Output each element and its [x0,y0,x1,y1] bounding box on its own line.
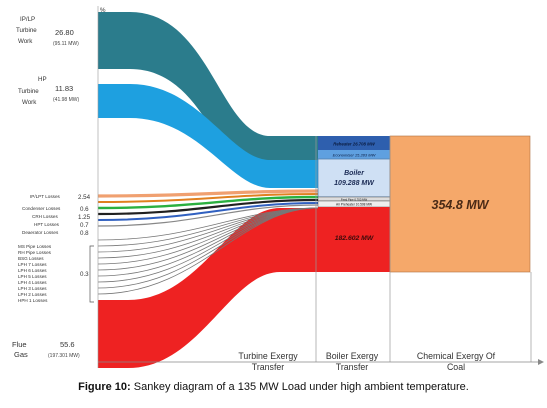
flow-hp-turbine-work [98,84,318,188]
stage-coal-line-2: Coal [447,362,465,372]
loss-value-0: 2.54 [78,194,91,201]
band-thin-a-text: Feed Pipe 0.703 MW [341,197,368,201]
band-economiser [318,150,390,159]
flue-label-2: Gas [14,350,28,359]
loss-value-4: 0.8 [80,230,89,237]
stage-boiler-line-2: Transfer [336,362,368,372]
stage-turbine-line-2: Transfer [252,362,284,372]
flow-iplp-turbine-work [98,12,318,187]
band-boiler-text-2: 109.288 MW [334,180,375,187]
hp-label-1: HP [38,76,47,83]
figure-caption: Figure 10: Sankey diagram of a 135 MW Lo… [0,381,547,401]
loss-line-hpt [97,198,319,216]
bracket-loss-0: MS Pipe Losses [18,244,52,249]
hp-label-2: Turbine [18,88,39,95]
stage-coal-line-1: Chemical Exergy Of [417,351,496,361]
band-boiler-text-1: Boiler [344,170,365,177]
flow-flue-gas [98,208,318,368]
loss-value-2: 1.25 [78,214,91,221]
bracket-loss-8: LPH 2 Losses [18,292,47,297]
stage-turbine-line-1: Turbine Exergy [238,351,298,361]
bracket-loss-2: BSG Losses [18,256,44,261]
iplp-value: 26.80 [55,28,74,37]
column-guides [315,136,532,362]
loss-line-deaerator [97,202,319,221]
band-bottom-text: 182.602 MW [335,235,374,242]
coal-value: 354.8 MW [432,198,490,212]
band-bottom-red [318,207,390,272]
loss-line-condenser [97,193,319,203]
top-marker: % [100,7,106,14]
hp-sub: (41.98 MW) [53,97,79,103]
figure-caption-text: Sankey diagram of a 135 MW Load under hi… [130,381,469,393]
band-reheater-text: Reheater 26.708 MW [333,142,375,147]
loss-line-iplpt [97,189,319,198]
loss-label-0: IP/LPT Losses [30,194,60,199]
iplp-label-1: IP/LP [20,16,35,23]
bracket-loss-1: RH Pipe Losses [18,250,52,255]
figure-caption-label: Figure 10: [78,381,131,393]
bracket-loss-7: LPH 3 Losses [18,286,47,291]
loss-label-4: Deaerator Losses [22,230,59,235]
band-boiler [317,158,391,198]
loss-lines-bracket [97,207,319,295]
bracket-loss-5: LPH 5 Losses [18,274,47,279]
band-thin-b-text: Air Preheater 10.508 MW [336,202,372,206]
iplp-label-3: Work [18,38,33,45]
flue-label-1: Flue [12,340,27,349]
baseline-arrow [538,359,544,365]
bracket-loss-6: LPH 4 Losses [18,280,47,285]
loss-bracket [89,245,94,303]
band-reheater [318,136,390,150]
bracket-value: 0.3 [80,271,89,278]
loss-label-1: Condenser Losses [22,206,61,211]
loss-value-1: 0.6 [80,206,89,213]
flue-sub: (197.301 MW) [48,353,80,359]
loss-label-2: CRH Losses [32,214,58,219]
stage-boiler-line-1: Boiler Exergy [326,351,379,361]
bracket-loss-9: HPH 1 Losses [18,298,48,303]
loss-line-crh [97,195,319,210]
bracket-loss-4: LPH 6 Losses [18,268,47,273]
coal-box [389,135,531,273]
bracket-loss-3: LPH 7 Losses [18,262,47,267]
flue-value: 55.6 [60,340,75,349]
loss-value-3: 0.7 [80,222,89,229]
loss-label-3: HPT Losses [34,222,60,227]
loss-line-minor [97,204,319,227]
iplp-label-2: Turbine [16,27,37,34]
band-economiser-text: Economiser 15.283 MW [333,153,377,158]
hp-value: 11.83 [55,84,73,93]
iplp-sub: (95.11 MW) [53,41,79,47]
loss-lines [97,189,319,295]
hp-label-3: Work [22,99,37,106]
